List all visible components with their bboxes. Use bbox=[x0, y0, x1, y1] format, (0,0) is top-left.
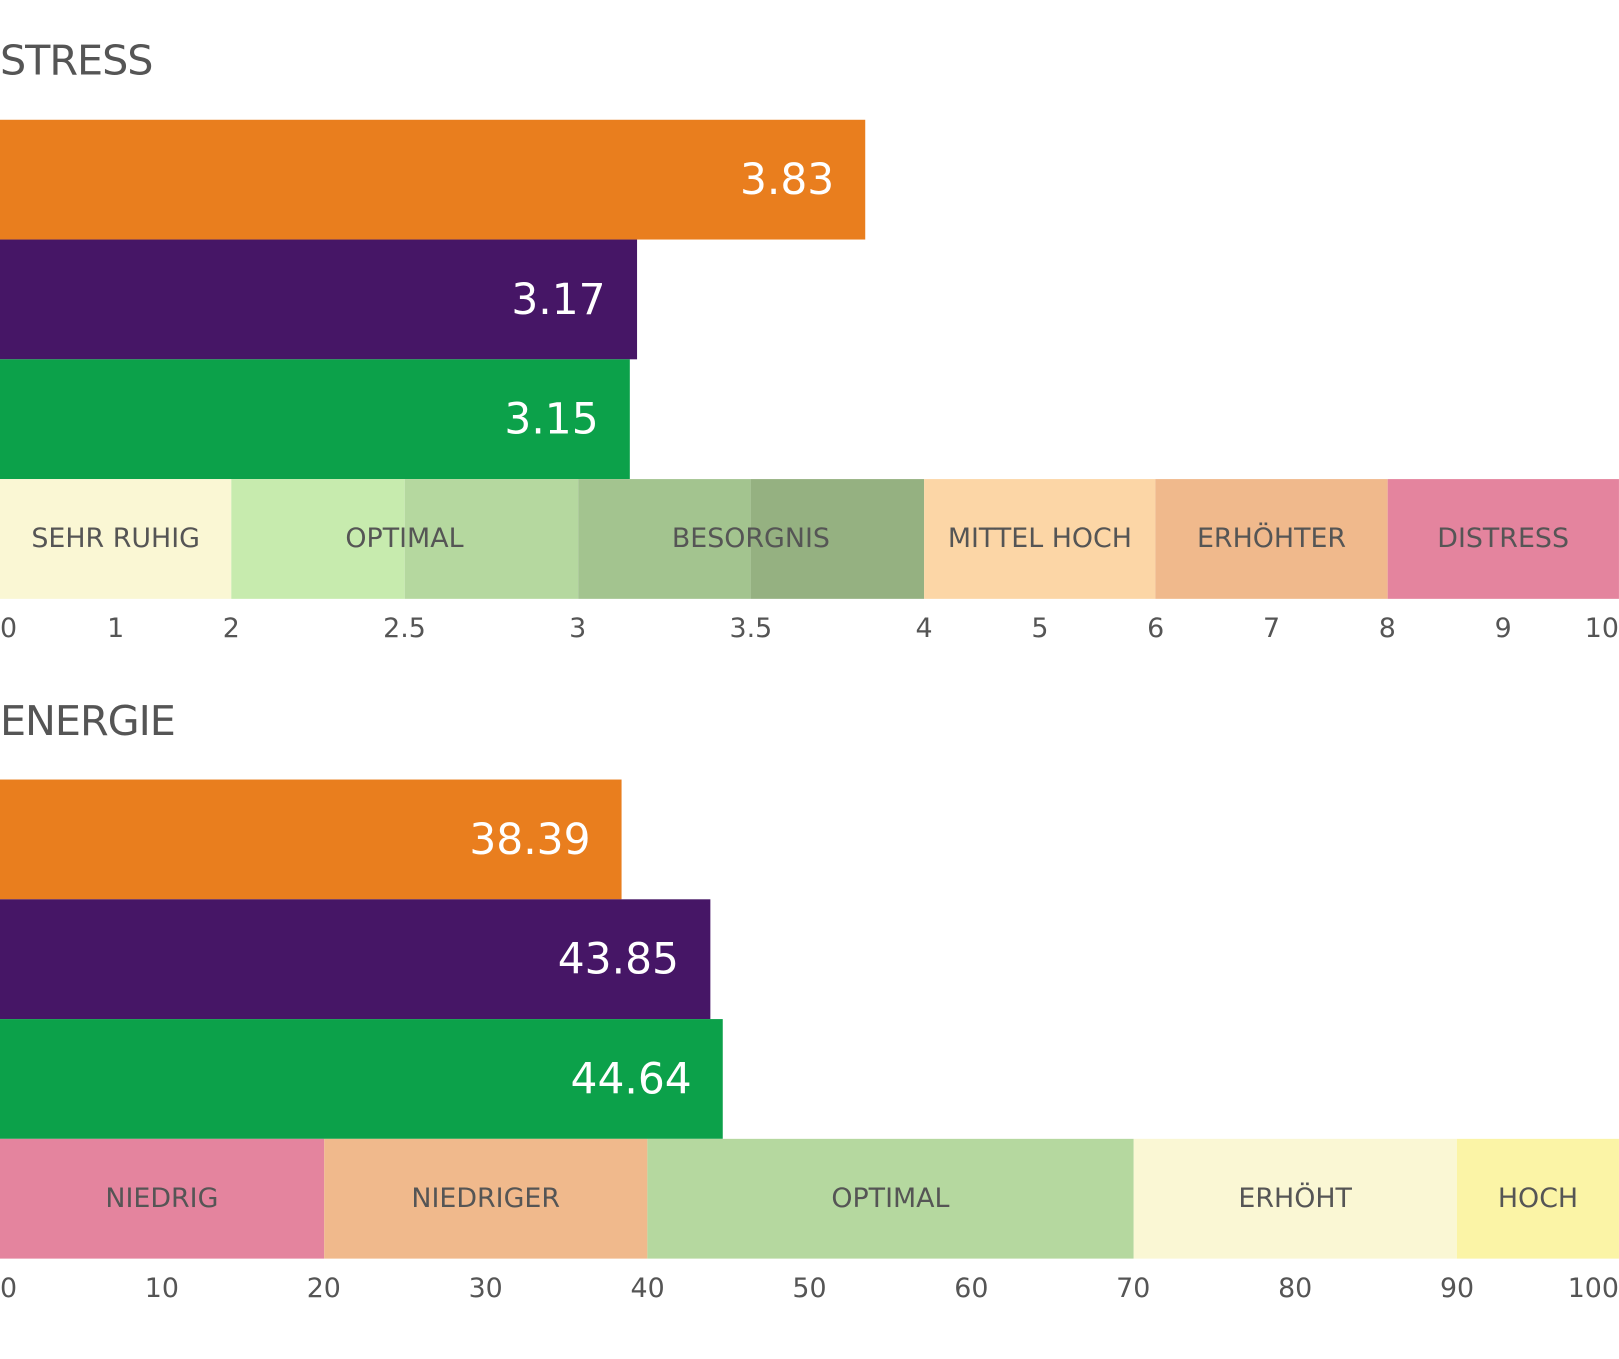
range-band-label: ERHÖHTER bbox=[1196, 523, 1347, 555]
range-band bbox=[1387, 479, 1619, 599]
x-tick-label: 10 bbox=[144, 1273, 179, 1305]
range-band bbox=[1155, 479, 1388, 599]
x-tick-label: 90 bbox=[1439, 1273, 1475, 1305]
energie-title: ENERGIE bbox=[0, 697, 176, 746]
x-tick-label: 4 bbox=[915, 613, 933, 645]
range-band bbox=[577, 479, 751, 599]
range-band bbox=[0, 1138, 324, 1259]
range-band bbox=[323, 1138, 648, 1259]
bar-value-label: 43.85 bbox=[557, 934, 679, 984]
range-band bbox=[647, 1138, 1134, 1259]
x-tick-label: 50 bbox=[792, 1273, 827, 1305]
x-tick-label: 10 bbox=[1584, 613, 1619, 645]
bar-value-label: 44.64 bbox=[570, 1054, 692, 1104]
range-band-label: BESORGNIS bbox=[671, 523, 830, 555]
bar-value-label: 3.83 bbox=[739, 154, 835, 205]
x-tick-label: 6 bbox=[1147, 613, 1165, 645]
x-tick-label: 8 bbox=[1378, 613, 1396, 645]
range-band bbox=[750, 479, 925, 599]
x-tick-label: 5 bbox=[1031, 613, 1049, 645]
range-band bbox=[404, 479, 578, 599]
x-tick-label: 9 bbox=[1494, 613, 1512, 645]
stress-title: STRESS bbox=[0, 37, 154, 85]
range-band-label: SEHR RUHIG bbox=[31, 523, 200, 555]
x-tick-label: 1 bbox=[107, 613, 125, 645]
x-tick-label: 0 bbox=[0, 613, 18, 645]
range-band bbox=[0, 479, 232, 599]
bar: 3.83 bbox=[0, 119, 866, 240]
range-band bbox=[924, 479, 1156, 599]
range-band-label: HOCH bbox=[1497, 1183, 1579, 1215]
bar: 3.17 bbox=[0, 239, 637, 360]
x-tick-label: 3.5 bbox=[729, 613, 773, 645]
range-band bbox=[1133, 1138, 1458, 1259]
x-tick-label: 20 bbox=[306, 1273, 341, 1305]
range-band-label: NIEDRIG bbox=[105, 1183, 219, 1215]
range-band bbox=[231, 479, 405, 599]
range-band-label: ERHÖHT bbox=[1238, 1183, 1352, 1215]
bar-value-label: 38.39 bbox=[469, 814, 591, 865]
bar: 44.64 bbox=[0, 1019, 723, 1139]
x-tick-label: 3 bbox=[569, 613, 587, 645]
bar-value-label: 3.15 bbox=[504, 394, 599, 444]
range-band-label: DISTRESS bbox=[1437, 523, 1570, 555]
x-tick-label: 80 bbox=[1278, 1273, 1313, 1305]
range-band bbox=[1457, 1138, 1619, 1259]
bar: 38.39 bbox=[0, 779, 622, 900]
x-tick-label: 2.5 bbox=[383, 613, 426, 645]
bar: 3.15 bbox=[0, 359, 630, 480]
x-tick-label: 100 bbox=[1567, 1273, 1619, 1305]
range-band-label: OPTIMAL bbox=[345, 523, 464, 555]
bar: 43.85 bbox=[0, 899, 710, 1020]
x-tick-label: 7 bbox=[1262, 613, 1281, 645]
x-tick-label: 30 bbox=[468, 1273, 503, 1305]
x-tick-label: 70 bbox=[1116, 1273, 1151, 1305]
x-tick-label: 60 bbox=[954, 1273, 989, 1305]
x-tick-label: 2 bbox=[222, 613, 240, 645]
x-tick-label: 40 bbox=[630, 1273, 665, 1305]
range-band-label: NIEDRIGER bbox=[411, 1183, 560, 1215]
bar-value-label: 3.17 bbox=[511, 274, 606, 325]
range-band-label: OPTIMAL bbox=[831, 1183, 950, 1215]
x-tick-label: 0 bbox=[0, 1273, 18, 1305]
range-band-label: MITTEL HOCH bbox=[947, 523, 1132, 555]
